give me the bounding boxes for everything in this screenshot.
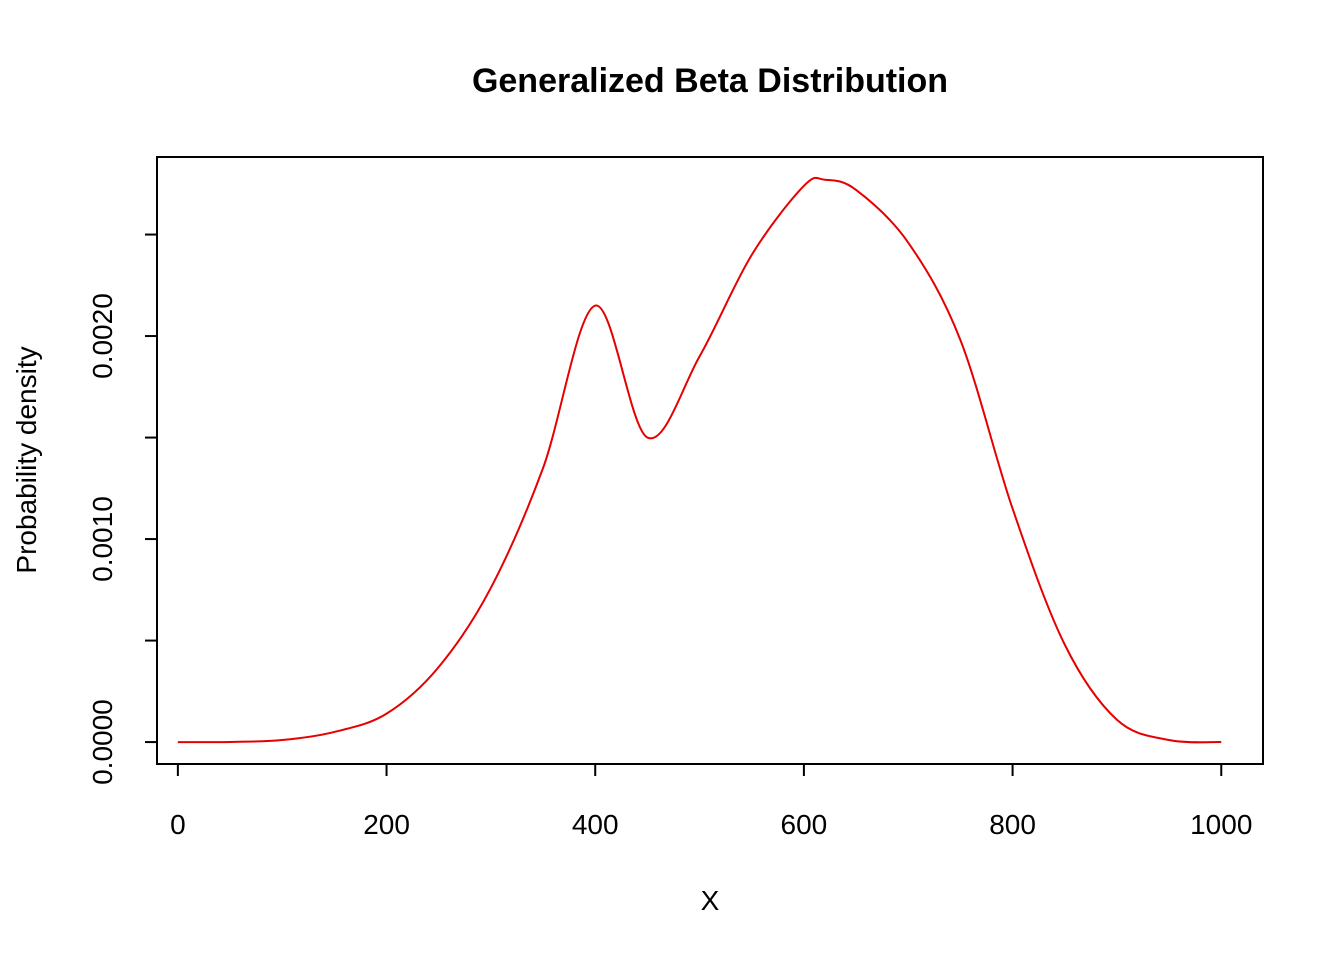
x-tick-label: 600 (781, 809, 828, 840)
series-layer (177, 176, 1222, 744)
x-tick-label: 400 (572, 809, 619, 840)
x-tick-label: 800 (989, 809, 1036, 840)
y-axis-label: Probability density (11, 346, 42, 573)
x-axis-label: X (701, 885, 720, 916)
chart-title: Generalized Beta Distribution (472, 62, 948, 100)
y-tick-label: 0.0010 (87, 496, 118, 582)
y-axis: 0.0000 0.0010 0.0020 (87, 233, 158, 785)
density-curve (177, 176, 1222, 744)
x-tick-label: 1000 (1190, 809, 1252, 840)
plot-frame (156, 156, 1264, 765)
y-tick-label: 0.0020 (87, 293, 118, 379)
x-tick-label: 0 (170, 809, 186, 840)
x-tick-label: 200 (363, 809, 410, 840)
x-axis: 0 200 400 600 800 1000 (170, 763, 1252, 840)
y-tick-label: 0.0000 (87, 699, 118, 785)
